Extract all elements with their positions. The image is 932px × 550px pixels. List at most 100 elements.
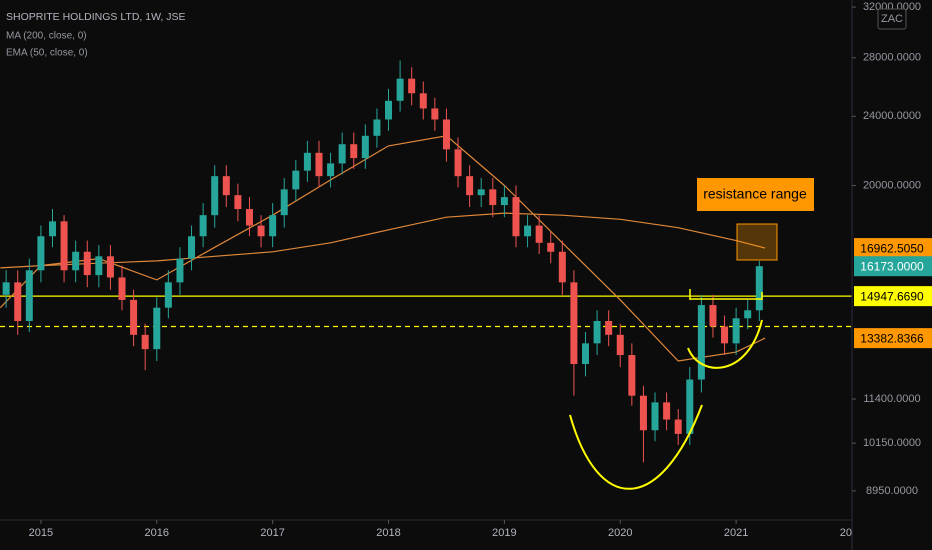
candle-body <box>570 282 578 365</box>
candle-body <box>303 152 311 171</box>
candle-body <box>651 402 659 431</box>
candle-body <box>72 251 80 271</box>
candle-body <box>697 305 705 380</box>
x-tick-label: 2015 <box>29 527 53 539</box>
candle-body <box>14 282 22 321</box>
x-tick-label: 2018 <box>376 527 400 539</box>
candle-body <box>419 93 427 109</box>
candle-body <box>385 100 393 120</box>
candle-body <box>257 225 265 237</box>
price-tag <box>854 238 932 259</box>
candle-body <box>327 163 335 177</box>
indicator-line <box>0 212 766 269</box>
resistance-box <box>736 223 778 261</box>
candle-body <box>60 221 68 271</box>
chart-title: SHOPRITE HOLDINGS LTD, 1W, JSE <box>6 11 186 23</box>
candle-body <box>95 256 103 276</box>
candle-body <box>373 119 381 136</box>
candle-body <box>396 78 404 101</box>
indicator-line <box>0 135 766 362</box>
price-tag <box>854 328 932 349</box>
candle-body <box>48 221 56 237</box>
candle-body <box>361 135 369 159</box>
candle-body <box>338 144 346 164</box>
price-axis: 32000.0000 28000.0000 24000.0000 20000.0000… <box>852 1 932 497</box>
candle-body <box>153 307 161 350</box>
candle-body <box>315 152 323 177</box>
x-tick-label: 2017 <box>260 527 284 539</box>
y-tick-label: 8950.0000 <box>866 485 918 497</box>
candle-body <box>234 195 242 210</box>
candle-body <box>535 225 543 243</box>
candle-body <box>130 299 138 335</box>
candle-body <box>477 189 485 196</box>
candle-body <box>454 149 462 177</box>
candle-body <box>663 402 671 420</box>
candle-body <box>547 242 555 252</box>
y-tick-label: 28000.0000 <box>863 52 921 64</box>
candle-body <box>628 355 636 396</box>
price-tag-label: 16962.5050 <box>860 241 924 255</box>
x-tick-label: 2016 <box>145 527 169 539</box>
annotation-box <box>697 178 814 211</box>
x-tick-label: 2020 <box>608 527 632 539</box>
candle-body <box>593 320 601 344</box>
x-tick-label: 2019 <box>492 527 516 539</box>
candle-body <box>37 236 45 271</box>
candle-body <box>176 258 184 283</box>
plot-area <box>0 60 852 463</box>
candle-body <box>25 270 33 321</box>
candle-body <box>211 176 219 216</box>
candle-body <box>222 176 230 196</box>
y-tick-label: 32000.0000 <box>863 1 921 13</box>
candle-body <box>755 266 763 311</box>
candle-body <box>466 176 474 196</box>
candle-body <box>164 282 172 308</box>
drawings: resistance range <box>569 178 814 490</box>
candle-body <box>500 197 508 206</box>
candle-body <box>616 334 624 356</box>
candle-body <box>442 119 450 150</box>
annotation: resistance range <box>703 186 807 202</box>
price-tag-label: 14947.6690 <box>860 289 924 303</box>
candle-body <box>558 251 566 283</box>
handle-curve <box>687 319 763 369</box>
y-tick-label: 10150.0000 <box>863 437 921 449</box>
candle-body <box>744 310 752 319</box>
candle-body <box>732 318 740 344</box>
candle-body <box>199 215 207 237</box>
y-tick-label: 24000.0000 <box>863 110 921 122</box>
cup-curve <box>569 404 703 490</box>
candle-body <box>524 225 532 237</box>
price-tag-label: 16173.0000 <box>860 259 924 273</box>
y-tick-label: 11400.0000 <box>863 393 920 405</box>
price-tag <box>854 286 932 307</box>
candle-body <box>350 144 358 159</box>
candle-body <box>106 256 114 278</box>
candle-body <box>605 320 613 335</box>
candle-body <box>280 189 288 216</box>
y-tick-label: 20000.0000 <box>863 179 921 191</box>
indicator-label: EMA (50, close, 0) <box>6 48 88 59</box>
price-tag-label: 13382.8366 <box>860 331 924 345</box>
price-tag <box>854 256 932 277</box>
candle-body <box>141 334 149 350</box>
currency: ZAC <box>881 13 903 25</box>
handle-line <box>689 289 763 300</box>
currency-box <box>877 8 907 30</box>
candle-body <box>292 170 300 190</box>
candle-body <box>639 395 647 431</box>
candle-body <box>245 209 253 226</box>
indicator-label: MA (200, close, 0) <box>6 31 87 42</box>
candle-body <box>269 215 277 237</box>
candle-body <box>2 282 10 295</box>
candle-body <box>83 251 91 276</box>
candle-body <box>188 236 196 259</box>
candle-body <box>721 326 729 344</box>
candle-body <box>118 277 126 300</box>
x-tick-label: 2021 <box>724 527 748 539</box>
candle-body <box>686 379 694 434</box>
candle-body <box>581 343 589 365</box>
